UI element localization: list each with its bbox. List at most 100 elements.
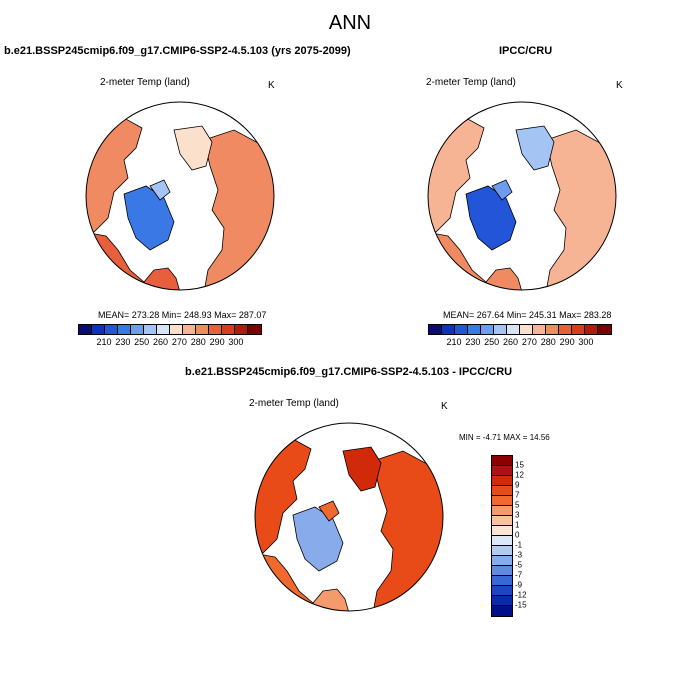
panel-2-stats: MEAN= 267.64 Min= 245.31 Max= 283.28 (443, 310, 612, 320)
colorbar-tick-label: 1 (515, 520, 520, 530)
colorbar-box (144, 325, 157, 334)
panel-2-title: IPCC/CRU (499, 45, 553, 57)
colorbar-tick-label: 7 (515, 490, 520, 500)
panel-3-variable-label: 2-meter Temp (land) (249, 398, 339, 409)
panel-3-title: b.e21.BSSP245cmip6.f09_g17.CMIP6-SSP2-4.… (185, 366, 513, 378)
colorbar-box (533, 325, 546, 334)
colorbar-box (492, 486, 512, 496)
colorbar-box (492, 606, 512, 616)
panel-1-stats: MEAN= 273.28 Min= 248.93 Max= 287.07 (98, 310, 267, 320)
colorbar-box (559, 325, 572, 334)
colorbar-box (492, 456, 512, 466)
colorbar-box (92, 325, 105, 334)
colorbar-box (492, 596, 512, 606)
colorbar-box (170, 325, 183, 334)
colorbar-box (492, 536, 512, 546)
panel-1-colorbar-labels: 210 230 250 260 270 280 290 300 (78, 337, 262, 349)
colorbar-tick-label: -9 (515, 580, 523, 590)
colorbar-tick-label: -12 (515, 590, 527, 600)
landmass-greenland (465, 185, 517, 251)
landmass-north (515, 125, 555, 171)
panel-3-polar-difference-map (254, 422, 444, 612)
colorbar-tick-label: 250 (484, 337, 500, 347)
colorbar-tick-label: 300 (578, 337, 594, 347)
colorbar-tick-label: 290 (559, 337, 575, 347)
panel-1-units: K (268, 80, 275, 91)
landmass-north (173, 125, 213, 171)
colorbar-box (492, 586, 512, 596)
panel-2-polar-map (427, 101, 617, 291)
colorbar-box (492, 516, 512, 526)
colorbar-box (598, 325, 611, 334)
colorbar-tick-label: -5 (515, 560, 523, 570)
colorbar-box (546, 325, 559, 334)
colorbar-tick-label: -3 (515, 550, 523, 560)
panel-1-variable-label: 2-meter Temp (land) (100, 77, 190, 88)
panel-3-colorbar-labels: 15 12 9 7 5 3 1 0 -1 -3 -5 -7 -9 -12 -15 (515, 455, 545, 615)
colorbar-tick-label: 210 (446, 337, 462, 347)
colorbar-tick-label: 260 (503, 337, 519, 347)
colorbar-box (442, 325, 455, 334)
colorbar-box (157, 325, 170, 334)
landmass-east (372, 450, 443, 611)
colorbar-box (455, 325, 468, 334)
panel-2-variable-label: 2-meter Temp (land) (426, 77, 516, 88)
colorbar-box (118, 325, 131, 334)
colorbar-box (248, 325, 261, 334)
colorbar-tick-label: 290 (209, 337, 225, 347)
colorbar-tick-label: 3 (515, 510, 520, 520)
colorbar-tick-label: -7 (515, 570, 523, 580)
landmass-north (342, 446, 382, 492)
colorbar-box (429, 325, 442, 334)
panel-3-units: K (441, 401, 448, 412)
colorbar-box (520, 325, 533, 334)
colorbar-tick-label: 260 (153, 337, 169, 347)
panel-2-units: K (616, 80, 623, 91)
colorbar-tick-label: -1 (515, 540, 523, 550)
landmass-east (203, 129, 274, 290)
colorbar-box (131, 325, 144, 334)
panel-1-polar-map (85, 101, 275, 291)
colorbar-tick-label: 230 (465, 337, 481, 347)
colorbar-tick-label: 270 (521, 337, 537, 347)
colorbar-tick-label: 280 (190, 337, 206, 347)
colorbar-tick-label: 250 (134, 337, 150, 347)
colorbar-box (209, 325, 222, 334)
colorbar-box (492, 476, 512, 486)
figure-title: ANN (328, 12, 372, 34)
colorbar-box (468, 325, 481, 334)
colorbar-tick-label: 15 (515, 460, 524, 470)
colorbar-tick-label: 230 (115, 337, 131, 347)
colorbar-tick-label: 300 (228, 337, 244, 347)
colorbar-tick-label: 280 (540, 337, 556, 347)
panel-2-colorbar-labels: 210 230 250 260 270 280 290 300 (428, 337, 612, 349)
colorbar-box (572, 325, 585, 334)
colorbar-box (492, 546, 512, 556)
panel-2-colorbar (428, 324, 612, 335)
colorbar-box (492, 506, 512, 516)
landmass-islands (491, 179, 513, 201)
colorbar-box (222, 325, 235, 334)
colorbar-tick-label: 0 (515, 530, 520, 540)
landmass-islands (318, 500, 340, 522)
landmass-greenland (123, 185, 175, 251)
colorbar-box (494, 325, 507, 334)
colorbar-box (492, 496, 512, 506)
landmass-islands (149, 179, 171, 201)
colorbar-box (492, 556, 512, 566)
colorbar-tick-label: 270 (171, 337, 187, 347)
panel-3-stats: MIN = -4.71 MAX = 14.56 (459, 433, 550, 442)
colorbar-box (196, 325, 209, 334)
panel-3-colorbar (491, 455, 513, 617)
colorbar-tick-label: -15 (515, 600, 527, 610)
colorbar-box (79, 325, 92, 334)
colorbar-box (235, 325, 248, 334)
colorbar-box (481, 325, 494, 334)
landmass-east (545, 129, 616, 290)
colorbar-box (105, 325, 118, 334)
colorbar-box (492, 576, 512, 586)
colorbar-box (492, 566, 512, 576)
colorbar-box (183, 325, 196, 334)
panel-1-colorbar (78, 324, 262, 335)
colorbar-box (585, 325, 598, 334)
